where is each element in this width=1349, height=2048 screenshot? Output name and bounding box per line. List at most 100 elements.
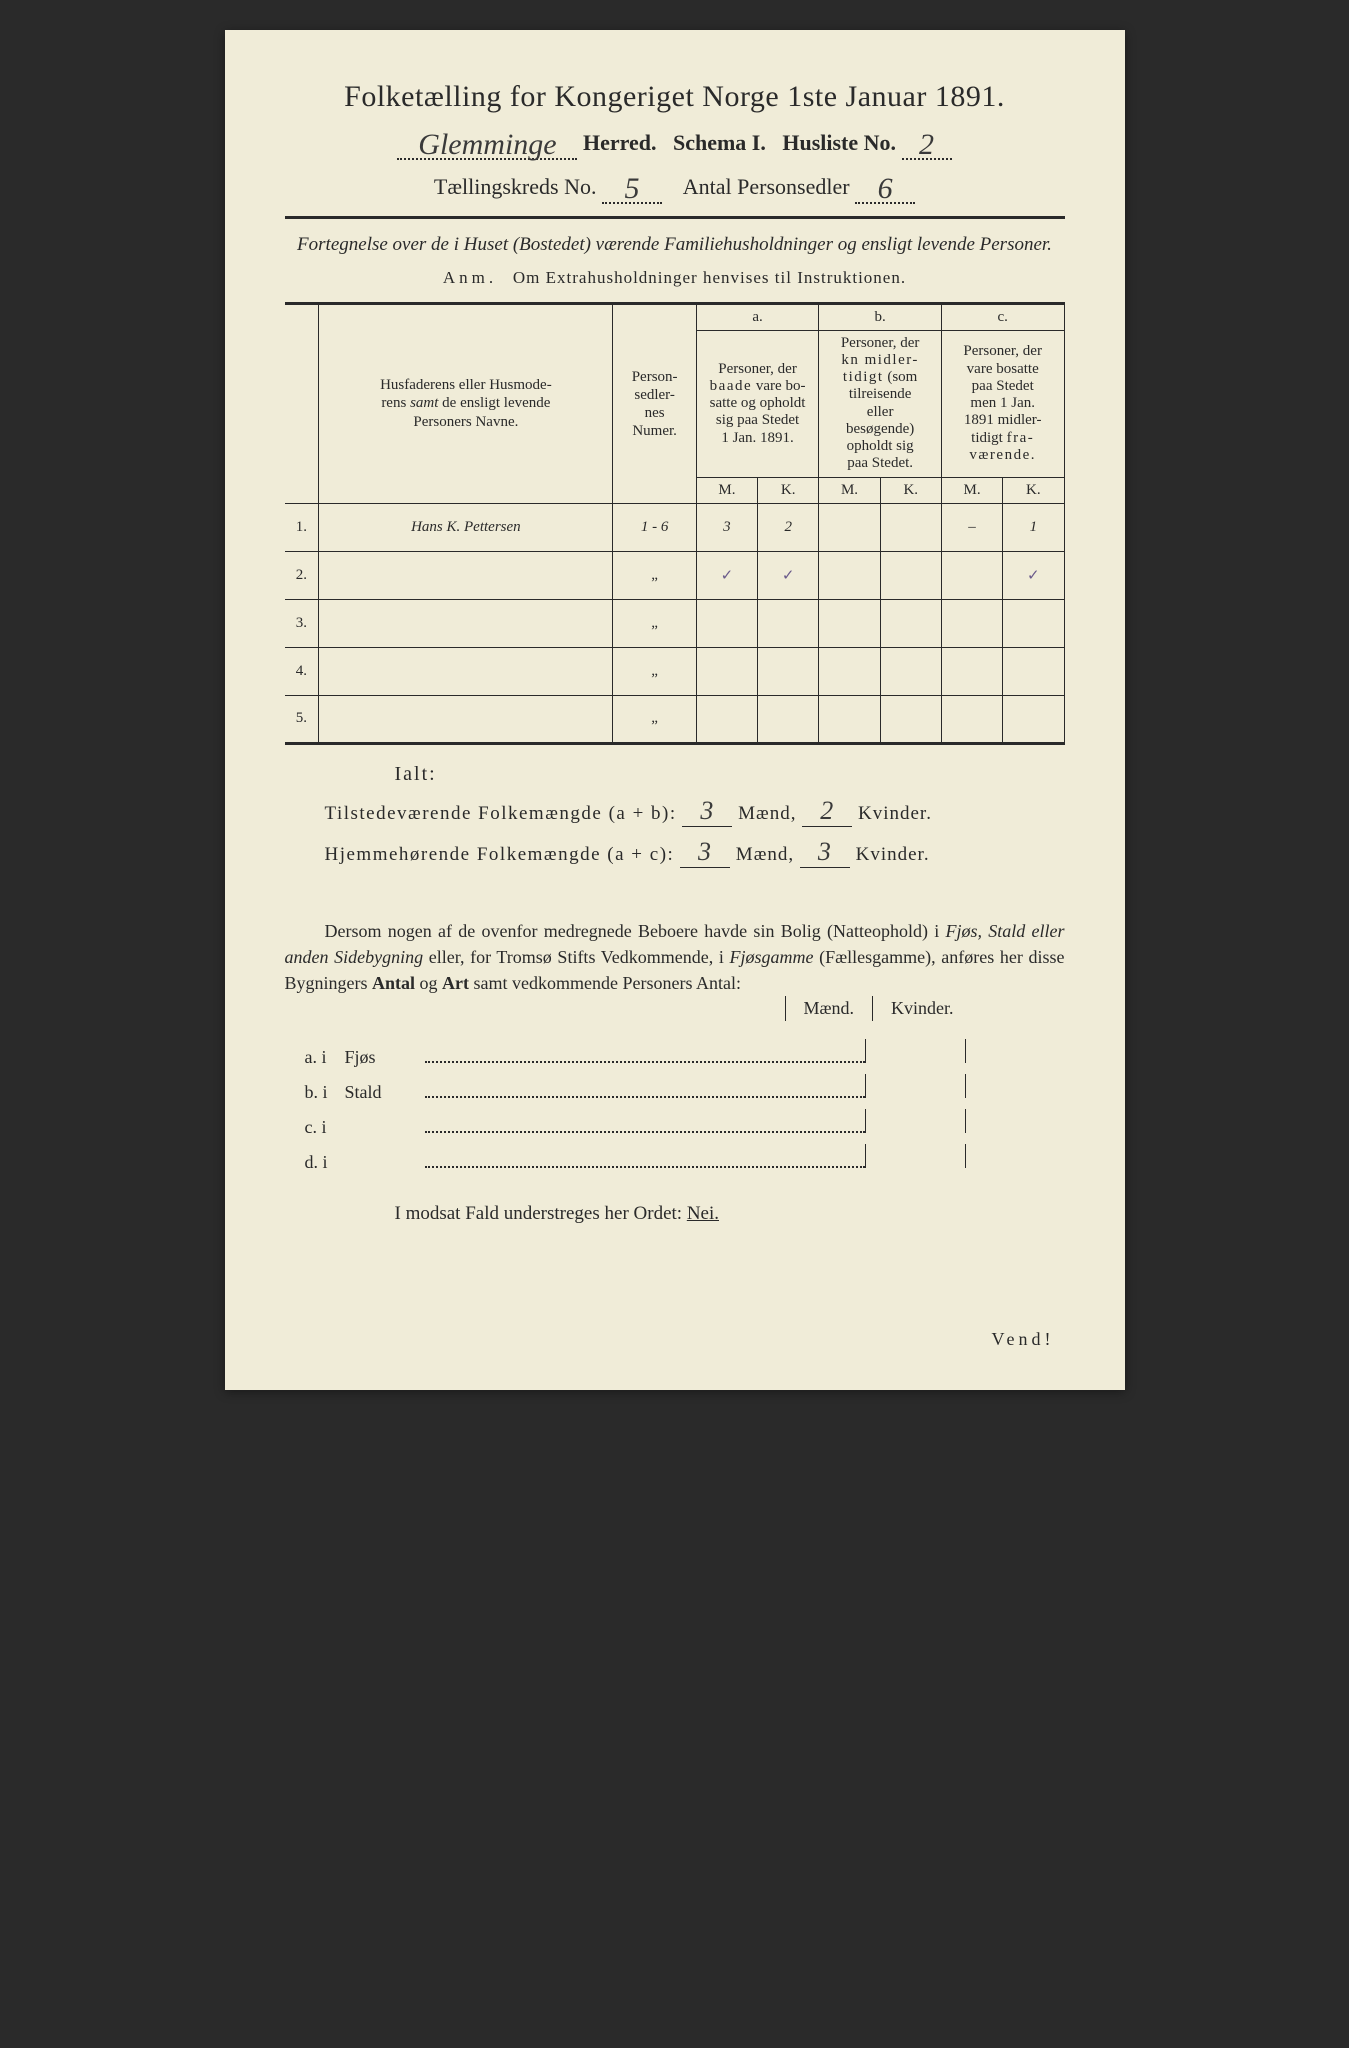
a-m-cell: ✓	[696, 551, 757, 599]
table-row: 5. „	[285, 695, 1065, 743]
antal-value: 6	[878, 172, 893, 205]
nei-text: I modsat Fald understreges her Ordet:	[395, 1203, 683, 1224]
col-a-label: a.	[696, 303, 819, 330]
husliste-value: 2	[919, 128, 934, 161]
maend-label: Mænd,	[736, 844, 794, 865]
annotation-line: Anm. Om Extrahusholdninger henvises til …	[285, 268, 1065, 288]
herred-value: Glemminge	[418, 128, 556, 161]
b-k-header: K.	[880, 477, 941, 503]
c-k-cell: ✓	[1003, 551, 1064, 599]
building-row: d. i	[285, 1144, 1065, 1173]
b-k-cell	[880, 599, 941, 647]
divider	[285, 216, 1065, 219]
vend-label: Vend!	[992, 1329, 1055, 1350]
b-m-cell	[819, 647, 880, 695]
summary1-m: 3	[700, 796, 714, 825]
dotted-line	[425, 1152, 865, 1168]
building-row: b. i Stald	[285, 1074, 1065, 1103]
a-k-cell	[758, 599, 819, 647]
b-m-cell	[819, 503, 880, 551]
num-cell: „	[613, 551, 696, 599]
kvinder-header: Kvinder.	[872, 996, 972, 1021]
b-k-cell	[880, 695, 941, 743]
name-cell	[319, 551, 613, 599]
a-k-cell: 2	[758, 503, 819, 551]
summary2-k: 3	[818, 837, 832, 866]
table-row: 1. Hans K. Pettersen 1 - 6 3 2 – 1	[285, 503, 1065, 551]
a-m-cell	[696, 647, 757, 695]
dotted-line	[425, 1082, 865, 1098]
building-name: Fjøs	[345, 1047, 425, 1068]
building-row: c. i	[285, 1109, 1065, 1138]
c-m-cell	[941, 551, 1002, 599]
num-cell: „	[613, 647, 696, 695]
row-num: 5.	[285, 695, 319, 743]
building-name: Stald	[345, 1082, 425, 1103]
a-m-cell	[696, 599, 757, 647]
col-c-label: c.	[941, 303, 1064, 330]
table-row: 4. „	[285, 647, 1065, 695]
row-num: 1.	[285, 503, 319, 551]
c-m-cell	[941, 599, 1002, 647]
building-paragraph: Dersom nogen af de ovenfor medregnede Be…	[285, 918, 1065, 996]
dotted-line	[425, 1117, 865, 1133]
anm-label: Anm.	[443, 268, 497, 287]
b-m-cell	[819, 599, 880, 647]
col-b-label: b.	[819, 303, 942, 330]
b-k-cell	[880, 551, 941, 599]
num-cell: „	[613, 695, 696, 743]
nei-line: I modsat Fald understreges her Ordet: Ne…	[395, 1203, 1065, 1225]
a-m-cell	[696, 695, 757, 743]
summary2-label: Hjemmehørende Folkemængde (a + c):	[325, 844, 675, 865]
husliste-label: Husliste No.	[782, 130, 896, 155]
summary-line-2: Hjemmehørende Folkemængde (a + c): 3 Mæn…	[325, 837, 1065, 868]
col-c-text: Personer, dervare bosattepaa Stedetmen 1…	[941, 330, 1064, 477]
row-num: 4.	[285, 647, 319, 695]
a-k-cell: ✓	[758, 551, 819, 599]
kreds-label: Tællingskreds No.	[434, 174, 597, 199]
dotted-line	[425, 1047, 865, 1063]
table-row: 3. „	[285, 599, 1065, 647]
building-mk-headers: Mænd. Kvinder.	[785, 996, 1065, 1021]
row-num: 3.	[285, 599, 319, 647]
c-m-cell	[941, 695, 1002, 743]
ialt-label: Ialt:	[395, 763, 1065, 786]
c-k-cell: 1	[1003, 503, 1064, 551]
building-mk-cells	[865, 1109, 1065, 1133]
antal-label: Antal Personsedler	[683, 174, 850, 199]
col-names-header: Husfaderens eller Husmode-rens samt de e…	[319, 303, 613, 503]
b-m-header: M.	[819, 477, 880, 503]
building-row: a. i Fjøs	[285, 1039, 1065, 1068]
kvinder-label: Kvinder.	[858, 803, 932, 824]
b-k-cell	[880, 647, 941, 695]
census-form-page: Folketælling for Kongeriget Norge 1ste J…	[225, 30, 1125, 1390]
building-lab: b. i	[285, 1082, 345, 1103]
c-k-cell	[1003, 599, 1064, 647]
name-cell	[319, 695, 613, 743]
a-k-cell	[758, 695, 819, 743]
anm-text: Om Extrahusholdninger henvises til Instr…	[513, 268, 906, 287]
kreds-value: 5	[624, 172, 639, 205]
c-m-header: M.	[941, 477, 1002, 503]
c-m-cell	[941, 647, 1002, 695]
col-b-text: Personer, derkn midler-tidigt (somtilrei…	[819, 330, 942, 477]
nei-word: Nei.	[687, 1203, 719, 1224]
building-lab: d. i	[285, 1152, 345, 1173]
b-m-cell	[819, 695, 880, 743]
summary1-k: 2	[820, 796, 834, 825]
a-k-header: K.	[758, 477, 819, 503]
summary1-label: Tilstedeværende Folkemængde (a + b):	[325, 803, 677, 824]
maend-header: Mænd.	[785, 996, 873, 1021]
schema-label: Schema I.	[673, 130, 766, 155]
header-line-1: Glemminge Herred. Schema I. Husliste No.…	[285, 124, 1065, 160]
building-mk-cells	[865, 1144, 1065, 1168]
subtitle: Fortegnelse over de i Huset (Bostedet) v…	[285, 233, 1065, 258]
a-m-header: M.	[696, 477, 757, 503]
col-a-text: Personer, derbaade vare bo-satte og opho…	[696, 330, 819, 477]
name-cell	[319, 599, 613, 647]
building-mk-cells	[865, 1039, 1065, 1063]
b-k-cell	[880, 503, 941, 551]
summary-line-1: Tilstedeværende Folkemængde (a + b): 3 M…	[325, 796, 1065, 827]
table-row: 2. „ ✓ ✓ ✓	[285, 551, 1065, 599]
c-k-header: K.	[1003, 477, 1064, 503]
